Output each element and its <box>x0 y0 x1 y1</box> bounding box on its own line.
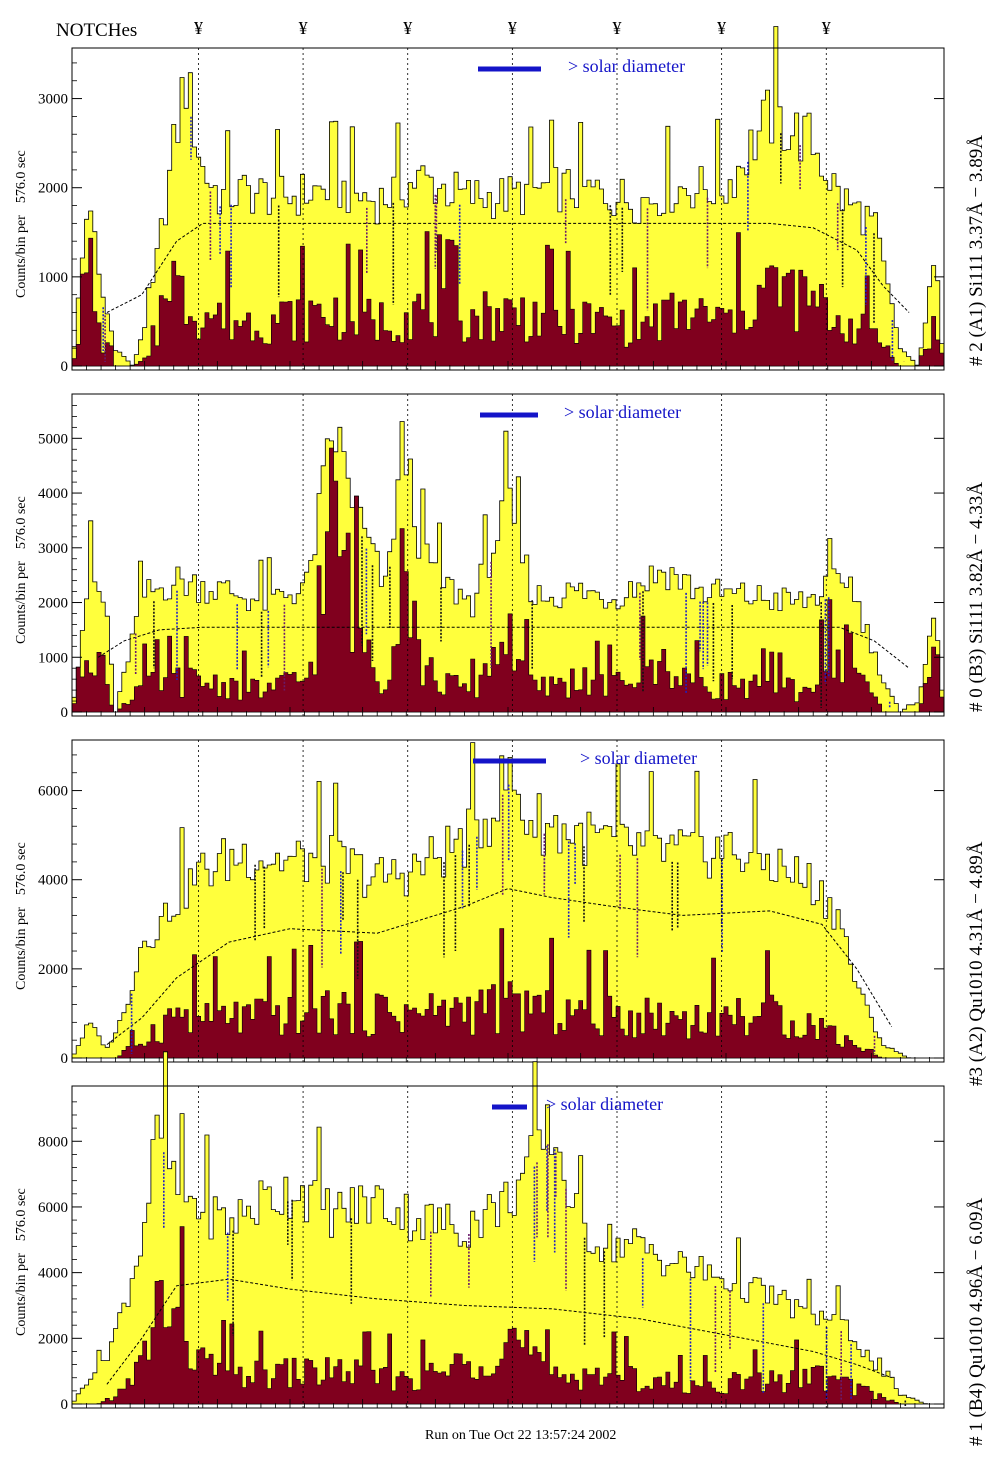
y-tick-label: 0 <box>61 705 69 721</box>
legend-text: > solar diameter <box>568 56 686 76</box>
y-tick-label: 2000 <box>38 962 68 978</box>
series-detail-histogram <box>72 928 944 1059</box>
series-detail-histogram <box>71 231 945 367</box>
y-tick-label: 4000 <box>38 486 68 502</box>
y-axis-label: Counts/bin per576.0 sec <box>14 150 29 298</box>
y-tick-label: 0 <box>61 1051 69 1067</box>
panel-right-label: # 2 (A1) Si111 3.37Å − 3.89Å <box>966 135 987 366</box>
y-tick-label: 3000 <box>38 541 68 557</box>
notch-marker: ¥ <box>403 18 413 38</box>
y-tick-label: 2000 <box>38 1331 68 1347</box>
notch-marker: ¥ <box>821 18 831 38</box>
series-total-histogram <box>71 742 944 1059</box>
y-tick-label: 8000 <box>38 1134 68 1150</box>
series-total-histogram <box>71 421 945 713</box>
panel-right-label: #3 (A2) Qu1010 4.31Å − 4.89Å <box>966 841 987 1086</box>
legend-text: > solar diameter <box>564 402 682 422</box>
y-tick-label: 0 <box>61 359 69 375</box>
panel-right-label: # 1 (B4) Qu1010 4.96Å − 6.09Å <box>966 1197 987 1446</box>
notches-title: NOTCHes <box>56 20 138 41</box>
panel-qu1010-b4: 0 2000 4000 6000 8000 <box>38 1051 945 1413</box>
notch-marker: ¥ <box>612 18 622 38</box>
y-axis-label: Counts/bin per576.0 sec <box>14 842 29 990</box>
notch-marker: ¥ <box>507 18 517 38</box>
y-tick-label: 2000 <box>38 181 68 197</box>
series-detail-histogram <box>71 447 945 713</box>
notch-marker: ¥ <box>298 18 308 38</box>
notch-marker: ¥ <box>193 18 203 38</box>
y-tick-label: 1000 <box>38 270 68 286</box>
y-tick-label: 6000 <box>38 784 68 800</box>
y-tick-label: 0 <box>61 1397 69 1413</box>
panel-qu1010-a2: 0 2000 4000 6000 <box>38 739 945 1067</box>
panel-si111-a1: 0 1000 2000 3000 <box>38 26 945 375</box>
y-tick-label: 5000 <box>38 431 68 447</box>
chart-svg: 0 2000 4000 6000 8000 <box>38 1051 945 1413</box>
y-tick-label: 3000 <box>38 92 68 108</box>
legend-text: > solar diameter <box>580 748 698 768</box>
series-total-histogram <box>71 26 945 367</box>
y-tick-label: 4000 <box>38 873 68 889</box>
chart-svg: 0 1000 2000 3000 <box>38 26 945 375</box>
panel-right-label: # 0 (B3) Si111 3.82Å − 4.33Å <box>966 482 987 712</box>
chart-svg: 0 2000 4000 6000 <box>38 739 945 1067</box>
panel-si111-b3: 0 1000 2000 3000 4000 5000 <box>38 393 945 721</box>
legend-text: > solar diameter <box>546 1094 664 1114</box>
y-axis-label: Counts/bin per576.0 sec <box>14 1188 29 1336</box>
footer-run-text: Run on Tue Oct 22 13:57:24 2002 <box>425 1428 617 1443</box>
series-detail-histogram <box>72 1226 944 1405</box>
y-tick-label: 2000 <box>38 596 68 612</box>
notch-marker: ¥ <box>717 18 727 38</box>
series-total-histogram <box>71 1051 944 1405</box>
series-average-line <box>97 626 910 669</box>
y-axis-label: Counts/bin per576.0 sec <box>14 496 29 644</box>
y-tick-label: 6000 <box>38 1200 68 1216</box>
series-average-line <box>106 1278 892 1385</box>
y-tick-label: 1000 <box>38 650 68 666</box>
chart-svg: 0 1000 2000 3000 4000 5000 <box>38 393 945 721</box>
y-tick-label: 4000 <box>38 1266 68 1282</box>
series-average-line <box>106 222 910 313</box>
